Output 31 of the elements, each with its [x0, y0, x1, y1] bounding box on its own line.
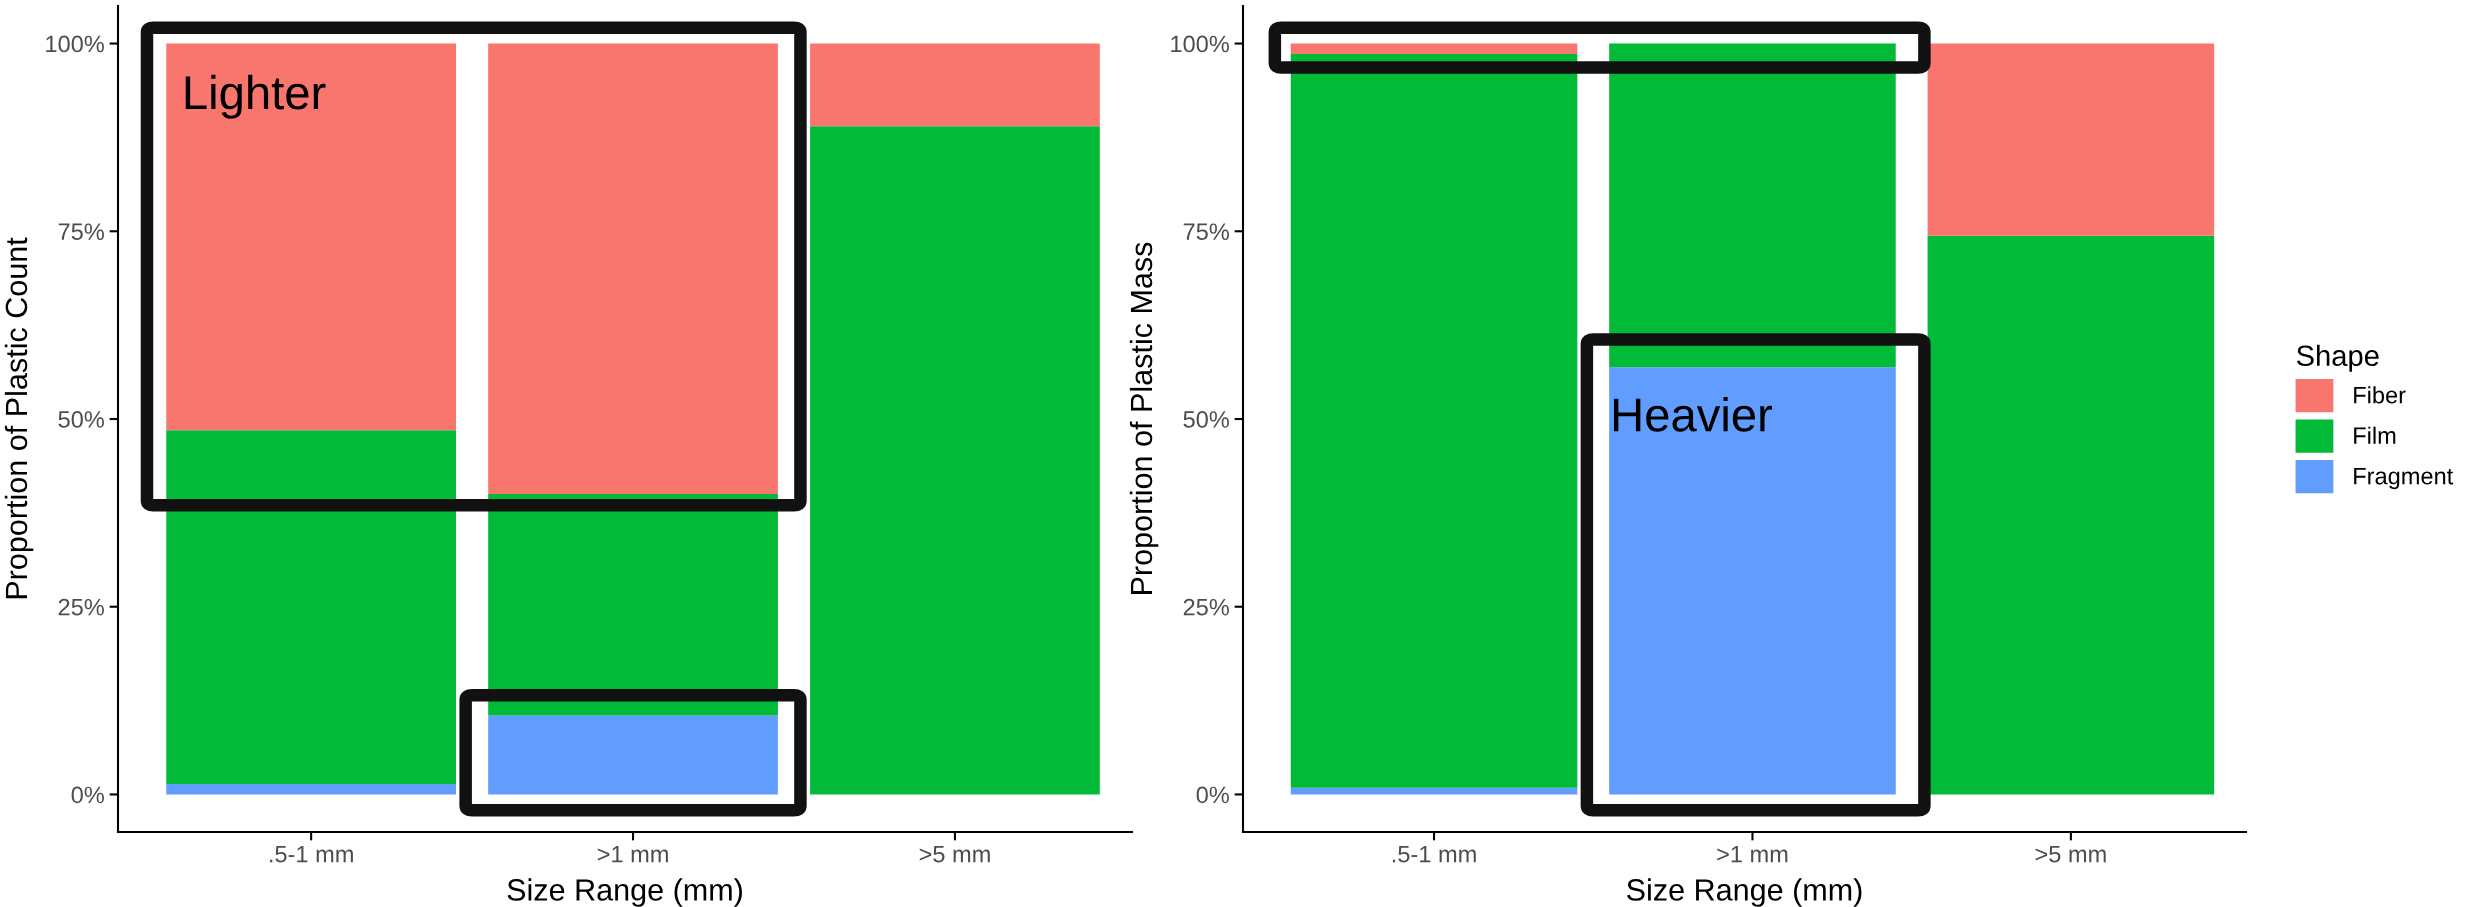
- annotation: Lighter: [185, 74, 326, 119]
- bar: [810, 126, 1100, 795]
- x-axis-title: Size Range (mm): [507, 878, 742, 907]
- x-tick-label: >1 mm: [1717, 846, 1788, 863]
- x-tick-label: >5 mm: [2035, 846, 2106, 863]
- legend-label: Fragment: [2354, 468, 2454, 490]
- bar: [810, 43, 1100, 127]
- y-axis-title: Proportion of Plastic Mass: [1129, 242, 1159, 594]
- x-tick-label: .5-1 mm: [270, 846, 353, 863]
- legend-title: Shape: [2296, 344, 2379, 372]
- y-tick-label: 100%: [46, 35, 104, 53]
- annotation: Heavier: [1613, 396, 1773, 432]
- y-tick-label: 50%: [58, 411, 104, 428]
- bar: [1927, 43, 2215, 236]
- x-tick-label: >5 mm: [919, 846, 990, 863]
- x-tick-label: .5-1 mm: [1392, 846, 1476, 863]
- x-tick-label: >1 mm: [597, 846, 668, 863]
- bar: [166, 783, 456, 795]
- y-tick-label: 50%: [1183, 411, 1229, 428]
- x-axis-title: Size Range (mm): [1627, 878, 1862, 907]
- bar: [1290, 43, 1578, 55]
- y-tick-label: 25%: [1183, 598, 1229, 616]
- legend-label: Fiber: [2354, 386, 2406, 404]
- y-tick-label: 100%: [1171, 35, 1229, 53]
- legend-label: Film: [2354, 426, 2396, 444]
- y-tick-label: 0%: [1196, 786, 1229, 804]
- y-axis-title: Proportion of Plastic Count: [4, 237, 34, 599]
- y-tick-label: 0%: [71, 786, 104, 804]
- y-tick-label: 25%: [58, 598, 104, 616]
- y-tick-label: 75%: [58, 223, 104, 241]
- y-tick-label: 75%: [1183, 223, 1229, 241]
